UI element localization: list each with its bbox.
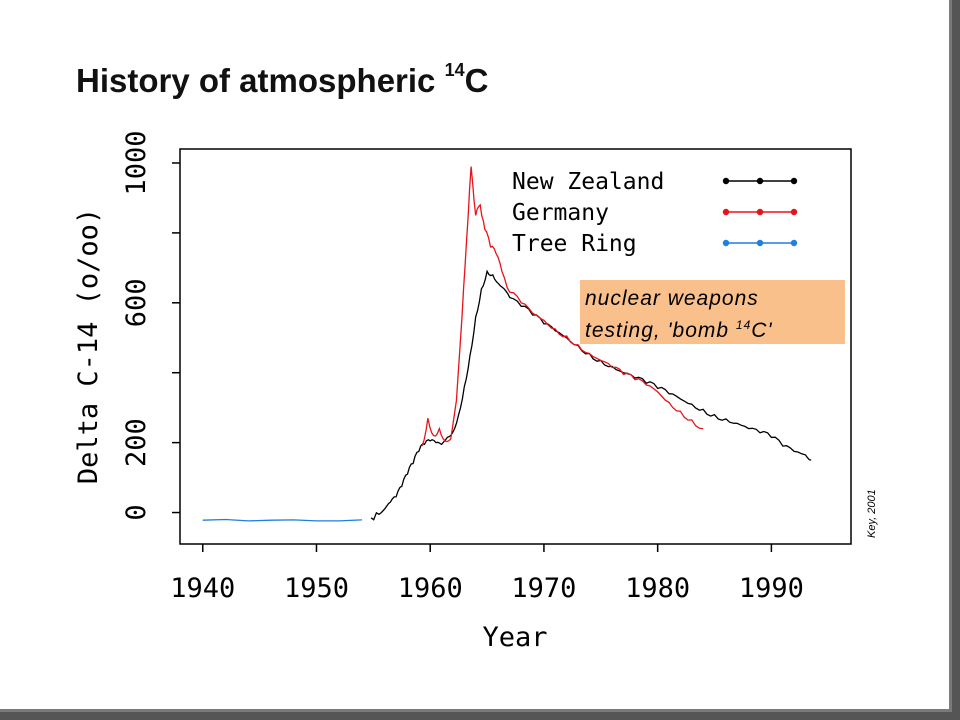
annotation-box <box>580 280 845 344</box>
x-tick-label-1980: 1980 <box>625 573 690 604</box>
legend-marker-germany-1 <box>756 208 764 216</box>
legend-marker-tree-ring-2 <box>790 239 798 247</box>
title-suffix: C <box>464 62 489 99</box>
legend-label-new-zealand: New Zealand <box>512 169 664 195</box>
y-tick-label-600: 600 <box>121 278 152 327</box>
series-line-germany <box>421 166 704 447</box>
y-axis-label: Delta C-14 (o/oo) <box>73 208 104 484</box>
x-tick-label-1940: 1940 <box>170 573 235 604</box>
plot-frame <box>179 148 852 545</box>
legend-label-germany: Germany <box>512 200 609 226</box>
x-tick-label-1960: 1960 <box>398 573 463 604</box>
legend-marker-new-zealand-0 <box>722 177 730 185</box>
slide-title: History of atmospheric 14C <box>76 60 489 100</box>
x-axis-label: Year <box>482 622 547 653</box>
legend-marker-tree-ring-0 <box>722 239 730 247</box>
annotation-line-1: nuclear weapons <box>585 287 759 310</box>
annotation-line-2: testing, 'bomb 14C' <box>585 318 772 342</box>
x-tick-label-1970: 1970 <box>511 573 576 604</box>
x-axis: 1940 1950 1960 1970 1980 1990 <box>170 544 804 604</box>
title-superscript: 14 <box>444 60 465 80</box>
y-tick-label-0: 0 <box>121 504 152 520</box>
annotation: nuclear weapons testing, 'bomb 14C' <box>580 280 845 344</box>
series-line-tree-ring <box>202 518 363 522</box>
legend-marker-tree-ring-1 <box>756 239 764 247</box>
annotation-superscript: 14 <box>736 318 751 332</box>
legend-label-tree-ring: Tree Ring <box>512 231 637 257</box>
annotation-line-2-suffix: C' <box>751 319 772 342</box>
y-axis: 0 200 600 1000 <box>121 130 180 521</box>
legend-marker-new-zealand-2 <box>790 177 798 185</box>
y-tick-label-1000: 1000 <box>121 130 152 195</box>
x-tick-label-1950: 1950 <box>284 573 349 604</box>
y-tick-label-200: 200 <box>121 418 152 467</box>
credit-label: Key, 2001 <box>866 489 878 538</box>
annotation-line-2-prefix: testing, 'bomb <box>585 319 736 342</box>
series-layer <box>202 166 812 522</box>
title-text: History of atmospheric <box>76 62 436 99</box>
legend-marker-new-zealand-1 <box>756 177 764 185</box>
x-tick-label-1990: 1990 <box>739 573 804 604</box>
legend-marker-germany-0 <box>722 208 730 216</box>
legend: New Zealand Germany Tree Ring <box>512 169 798 257</box>
legend-marker-germany-2 <box>790 208 798 216</box>
series-line-new-zealand <box>370 269 812 521</box>
